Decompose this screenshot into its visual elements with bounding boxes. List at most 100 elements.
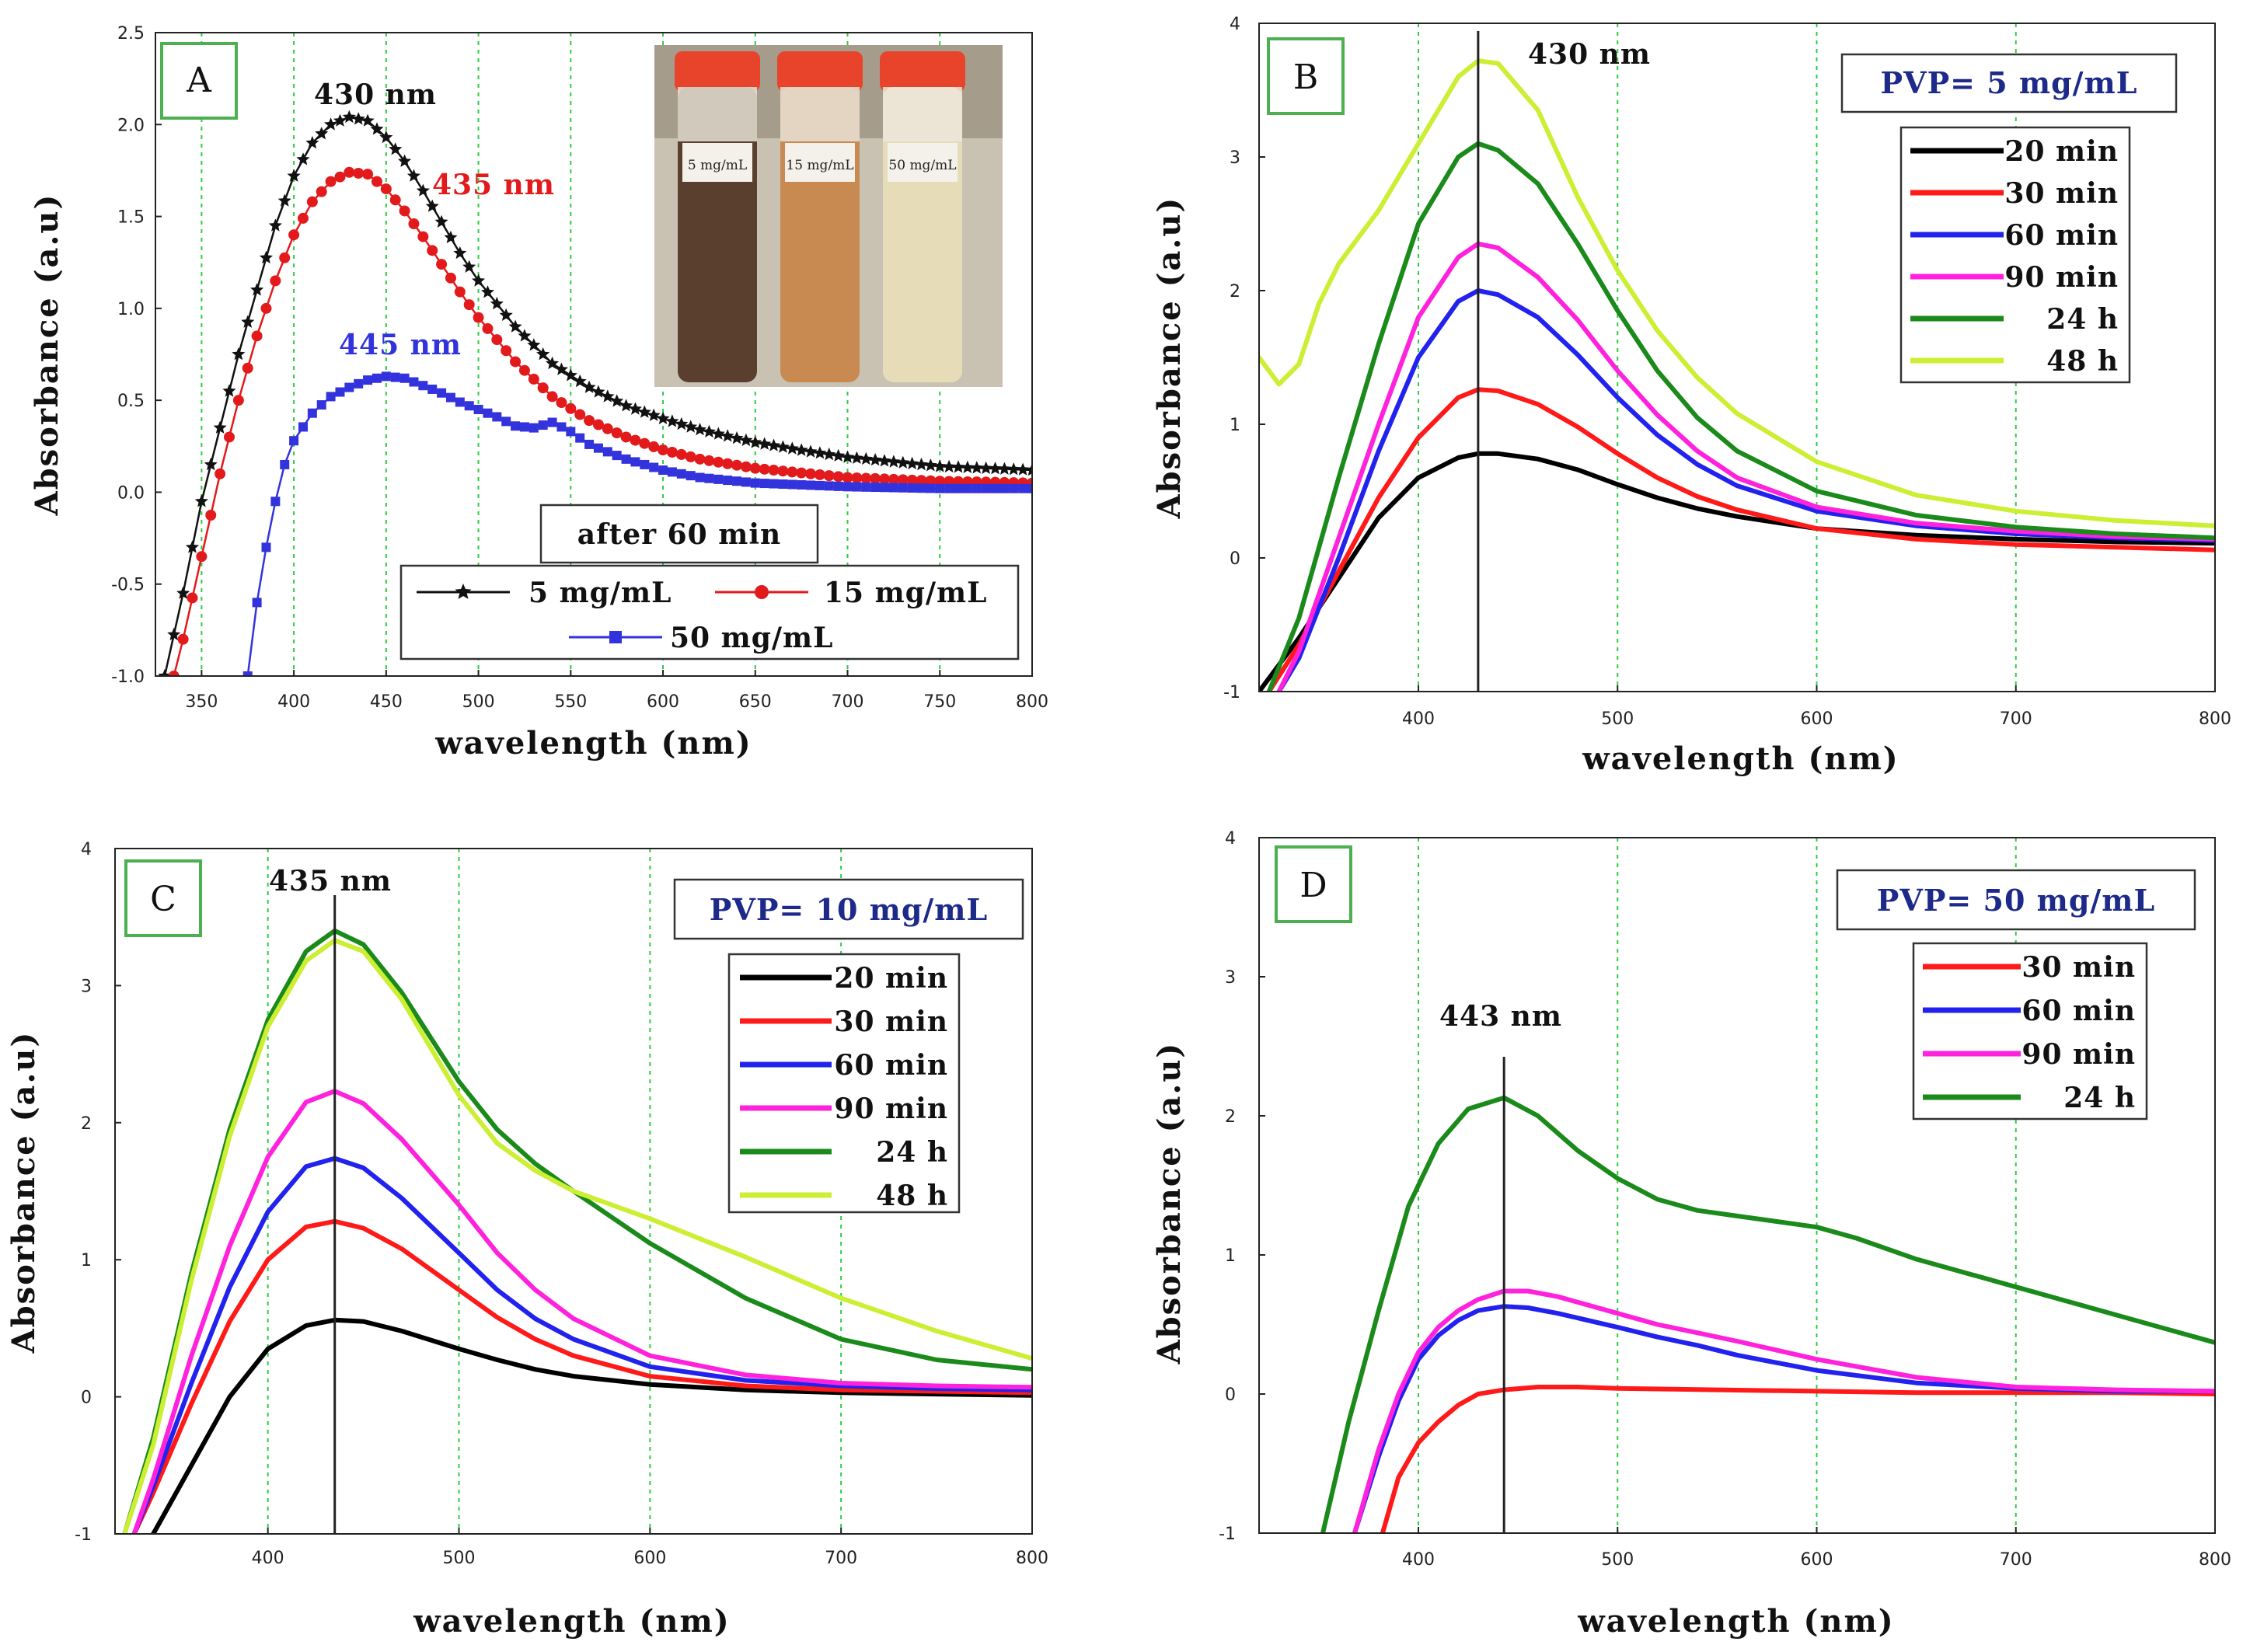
data-point [492,412,502,422]
data-point [621,454,631,464]
series-line-60-min [1276,288,2215,692]
legend-marker [609,631,622,643]
data-point [379,130,393,144]
data-point [693,423,707,436]
svg-text:D: D [1299,866,1327,905]
data-point [888,473,899,485]
x-tick-label: 400 [1402,709,1435,729]
panel-a-x-ticks: 350 400 450 500 550 600 650 700 750 800 [185,670,1048,712]
legend-label: 60 min [834,1049,948,1082]
data-point [804,444,818,458]
x-tick-label: 800 [1016,692,1048,712]
data-point [455,397,465,407]
y-tick-label: 1.0 [117,300,145,319]
data-point [988,462,1003,475]
series-line-30-min [1266,387,2215,692]
data-point [805,468,817,479]
data-point [528,423,539,433]
data-point [602,423,613,434]
panel-d-grid [1418,838,2017,1533]
y-tick-label: 3 [1230,148,1240,168]
data-point [333,113,347,127]
data-point [537,382,549,394]
data-point [361,113,375,127]
data-point [730,431,744,444]
data-point [372,373,382,383]
peak-annotation-430: 430 nm [314,78,437,111]
data-point [806,480,816,490]
data-point [675,416,689,430]
series-line-24-h [1320,1095,2215,1533]
data-point [658,465,668,476]
data-point [480,285,494,298]
data-point [501,345,512,357]
data-point [398,154,412,167]
vial-1-label: 5 mg/mL [688,158,747,173]
legend-label: 60 min [2004,219,2119,252]
panel-a-x-label: wavelength (nm) [434,725,752,762]
data-point [315,127,329,140]
data-point [961,460,975,473]
data-point [833,481,843,491]
data-point [720,429,734,442]
data-point [453,246,467,260]
data-point [427,384,438,394]
x-tick-label: 500 [1601,709,1634,729]
data-point [962,483,972,493]
data-point [1016,462,1030,476]
data-point [390,372,400,382]
y-tick-label: 3 [1225,968,1236,988]
data-point [425,199,439,212]
data-point [289,436,299,446]
data-point [722,458,734,469]
data-point [554,362,568,375]
data-point [787,466,798,478]
y-tick-label: 2 [1225,1107,1236,1127]
data-point [298,422,308,432]
series-line-24-h [1266,141,2215,692]
data-point [187,592,198,604]
series-line-90-min [1276,241,2215,692]
data-point [222,384,236,397]
data-point [870,483,881,493]
data-point [482,322,494,334]
panel-b-pvp-box: PVP= 5 mg/mL [1840,53,2178,113]
data-point [648,441,660,452]
data-point [685,471,696,481]
data-point [241,315,255,328]
data-point [389,142,403,155]
data-point [851,472,863,483]
data-point [324,117,338,131]
data-point [769,479,779,489]
data-point [307,408,317,418]
data-point [639,437,651,449]
series-line-60-min [1352,1304,2215,1533]
data-point [887,455,901,468]
data-point [916,483,926,493]
data-point [628,402,642,415]
x-tick-label: 650 [739,692,772,712]
x-tick-label: 400 [252,1549,284,1568]
panel-d-x-ticks: 400 500 600 700 800 [1402,1527,2231,1570]
data-point [584,415,595,427]
y-tick-label: 0 [1230,549,1240,569]
data-point [942,459,956,473]
data-point [463,299,475,311]
x-tick-label: 500 [462,692,495,712]
panel-b-legend: 20 min 30 min 60 min 90 min 24 h 48 h [1899,126,2131,384]
data-point [630,457,640,467]
data-point [565,403,577,414]
x-tick-label: 600 [1801,709,1833,729]
data-point [877,454,891,467]
data-point [472,274,486,287]
y-tick-label: -1 [75,1525,92,1545]
data-point [933,459,947,472]
panel-a-y-label: Absorbance (a.u) [29,193,65,517]
data-point [445,272,456,284]
data-point [306,196,318,207]
data-point [750,478,760,488]
data-point [612,451,622,461]
data-point [574,409,586,420]
data-point [637,405,651,418]
data-point [510,356,522,368]
